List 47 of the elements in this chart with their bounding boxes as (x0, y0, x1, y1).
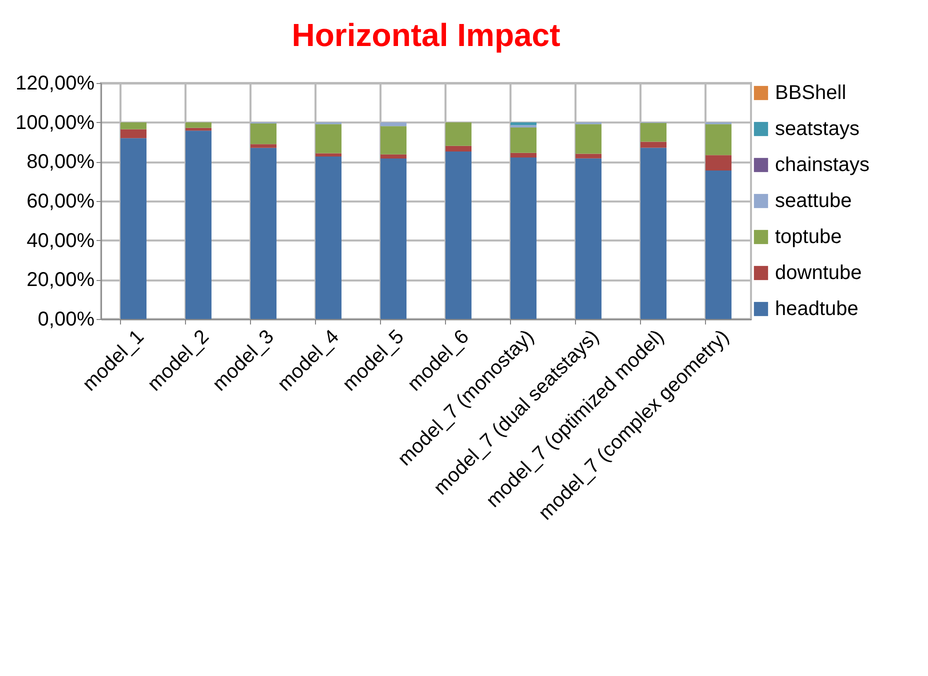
bar (120, 138, 146, 319)
chart-title: Horizontal Impact (292, 17, 561, 53)
bar (510, 122, 536, 126)
bar (640, 122, 666, 142)
legend-label: seattube (775, 190, 852, 212)
y-tick-label: 80,00% (26, 151, 95, 174)
bar (316, 156, 342, 319)
bar (706, 170, 732, 319)
legend-label: chainstays (775, 154, 870, 176)
bar (706, 124, 732, 156)
bar (380, 158, 406, 319)
legend-label: toptube (775, 226, 842, 248)
bar (186, 122, 212, 128)
bar (576, 124, 602, 154)
bar (316, 124, 342, 154)
y-tick-label: 0,00% (38, 308, 95, 330)
bar (186, 128, 212, 131)
legend-label: downtube (775, 262, 862, 284)
bar (316, 153, 342, 157)
bar (250, 123, 276, 144)
legend-label: BBShell (775, 82, 846, 104)
bar (446, 146, 472, 152)
bar (640, 148, 666, 319)
bar (380, 126, 406, 154)
bar (380, 122, 406, 126)
bar (576, 158, 602, 319)
y-tick-label: 120,00% (16, 72, 95, 94)
y-tick-label: 60,00% (26, 190, 95, 212)
bar (120, 122, 146, 130)
y-tick-label: 20,00% (26, 269, 95, 292)
bar (510, 152, 536, 158)
legend-label: seatstays (775, 118, 860, 140)
bar (250, 144, 276, 148)
bar (640, 142, 666, 148)
bar (186, 130, 212, 319)
bar (576, 154, 602, 158)
y-tick-label: 100,00% (16, 112, 95, 134)
bar (510, 127, 536, 153)
bar (380, 154, 406, 159)
bar (510, 158, 536, 319)
bar (446, 151, 472, 319)
bar (250, 148, 276, 319)
bar (120, 129, 146, 138)
legend-label: headtube (775, 298, 858, 320)
bar (706, 155, 732, 171)
bar (446, 122, 472, 146)
y-tick-label: 40,00% (26, 230, 95, 252)
